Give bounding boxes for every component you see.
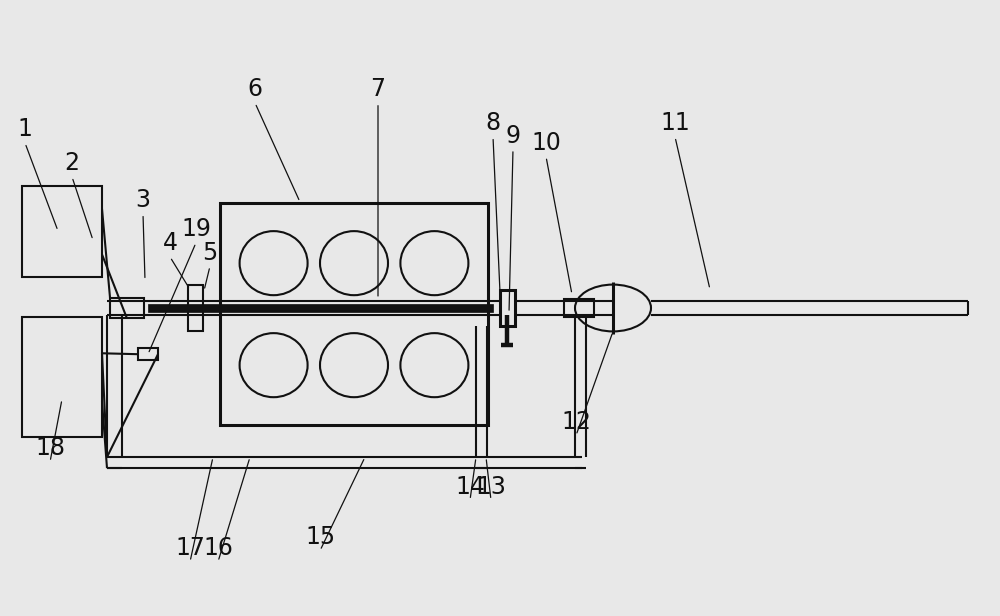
Text: 14: 14: [455, 475, 485, 498]
Text: 16: 16: [203, 537, 233, 560]
Text: 19: 19: [181, 217, 211, 241]
Text: 15: 15: [305, 525, 335, 549]
Text: 9: 9: [506, 124, 520, 147]
Text: 8: 8: [485, 111, 501, 135]
Text: 6: 6: [248, 78, 262, 101]
Bar: [22, 186, 102, 277]
Bar: [22, 317, 102, 437]
Text: 5: 5: [202, 241, 218, 264]
Bar: [564, 299, 594, 317]
Text: 17: 17: [175, 537, 205, 560]
Text: 11: 11: [660, 111, 690, 135]
Bar: [500, 290, 515, 326]
Text: 3: 3: [136, 188, 150, 212]
Bar: [148, 304, 493, 312]
Text: 1: 1: [18, 118, 32, 141]
Text: 7: 7: [370, 78, 386, 101]
Text: 12: 12: [561, 410, 591, 434]
Text: 4: 4: [162, 232, 178, 255]
Text: 2: 2: [64, 152, 80, 175]
Bar: [110, 298, 144, 318]
Text: 13: 13: [476, 475, 506, 498]
Bar: [138, 348, 158, 360]
Text: 10: 10: [531, 131, 561, 155]
Bar: [220, 203, 488, 425]
Bar: [188, 285, 203, 331]
Text: 18: 18: [35, 437, 65, 460]
